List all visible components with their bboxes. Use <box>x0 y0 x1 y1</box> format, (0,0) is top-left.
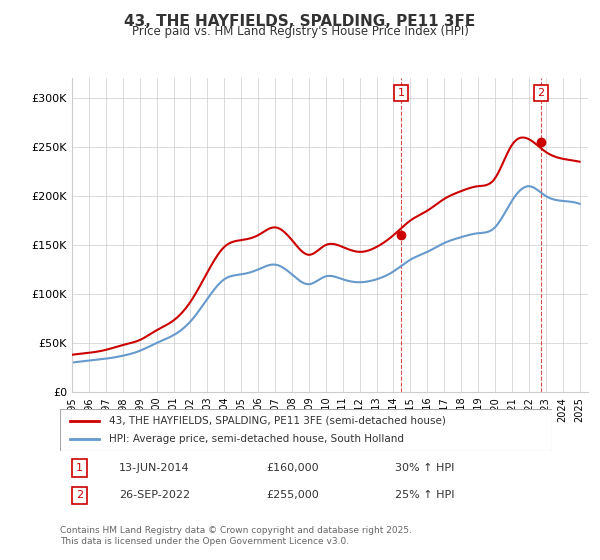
Text: HPI: Average price, semi-detached house, South Holland: HPI: Average price, semi-detached house,… <box>109 434 404 444</box>
Text: 43, THE HAYFIELDS, SPALDING, PE11 3FE (semi-detached house): 43, THE HAYFIELDS, SPALDING, PE11 3FE (s… <box>109 416 446 426</box>
Text: 1: 1 <box>76 463 83 473</box>
Text: 26-SEP-2022: 26-SEP-2022 <box>119 491 190 501</box>
Text: Price paid vs. HM Land Registry's House Price Index (HPI): Price paid vs. HM Land Registry's House … <box>131 25 469 38</box>
Text: 1: 1 <box>398 88 404 98</box>
Text: 30% ↑ HPI: 30% ↑ HPI <box>395 463 454 473</box>
Text: Contains HM Land Registry data © Crown copyright and database right 2025.
This d: Contains HM Land Registry data © Crown c… <box>60 526 412 546</box>
Text: £255,000: £255,000 <box>266 491 319 501</box>
FancyBboxPatch shape <box>60 409 552 451</box>
Text: 13-JUN-2014: 13-JUN-2014 <box>119 463 190 473</box>
Text: 43, THE HAYFIELDS, SPALDING, PE11 3FE: 43, THE HAYFIELDS, SPALDING, PE11 3FE <box>124 14 476 29</box>
Text: 2: 2 <box>76 491 83 501</box>
Text: £160,000: £160,000 <box>266 463 319 473</box>
Text: 2: 2 <box>538 88 545 98</box>
Text: 25% ↑ HPI: 25% ↑ HPI <box>395 491 454 501</box>
